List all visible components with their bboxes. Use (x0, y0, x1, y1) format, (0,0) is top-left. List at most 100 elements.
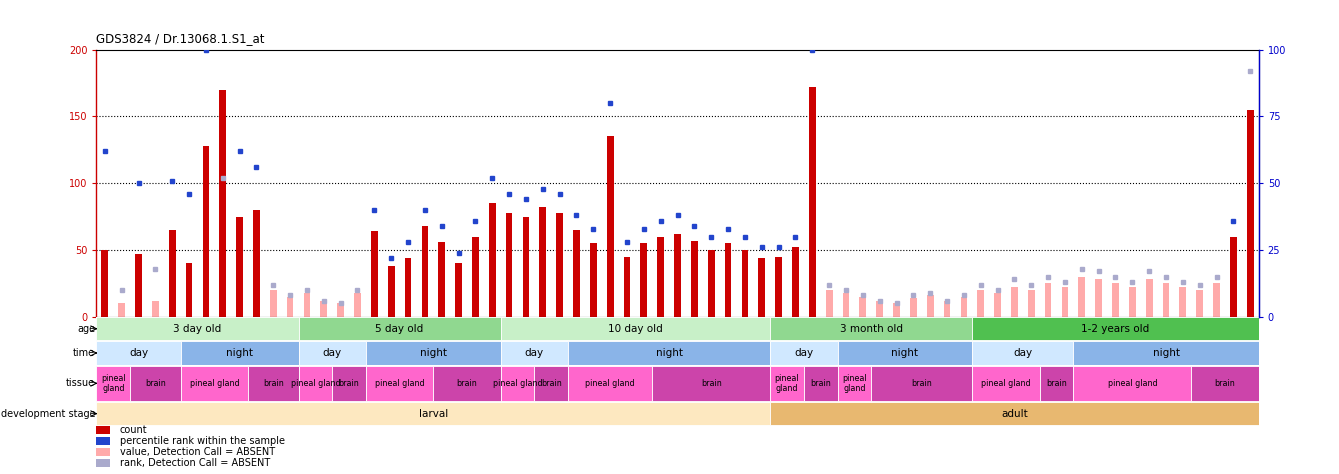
Bar (1039, 366, 1074, 401)
Bar (556, 212, 562, 317)
Bar (1162, 283, 1169, 317)
Text: pineal gland: pineal gland (291, 379, 340, 388)
Bar (927, 295, 933, 317)
Bar (775, 256, 782, 317)
Bar (501, 366, 534, 401)
Bar (972, 341, 1074, 365)
Bar (842, 292, 849, 317)
Bar (691, 241, 698, 317)
Bar (540, 207, 546, 317)
Bar (102, 250, 108, 317)
Bar (972, 366, 1039, 401)
Bar (1062, 287, 1069, 317)
Text: 5 day old: 5 day old (375, 324, 423, 334)
Text: larval: larval (419, 409, 449, 419)
Bar (876, 301, 882, 317)
Bar (1192, 366, 1259, 401)
Bar (911, 298, 917, 317)
Bar (793, 247, 799, 317)
Bar (236, 217, 242, 317)
Bar (299, 366, 332, 401)
Bar (568, 341, 770, 365)
Bar (96, 437, 110, 445)
Bar (809, 87, 815, 317)
Bar (96, 402, 770, 425)
Text: brain: brain (912, 379, 932, 388)
Text: GDS3824 / Dr.13068.1.S1_at: GDS3824 / Dr.13068.1.S1_at (96, 32, 265, 45)
Text: rank, Detection Call = ABSENT: rank, Detection Call = ABSENT (119, 458, 270, 468)
Text: percentile rank within the sample: percentile rank within the sample (119, 436, 285, 446)
Text: pineal gland: pineal gland (375, 379, 424, 388)
Bar (506, 212, 513, 317)
Bar (96, 448, 110, 456)
Bar (181, 341, 299, 365)
Bar (501, 341, 568, 365)
Bar (758, 258, 765, 317)
Text: brain: brain (339, 379, 359, 388)
Bar (1213, 283, 1220, 317)
Text: pineal gland: pineal gland (1107, 379, 1157, 388)
Bar (838, 366, 872, 401)
Text: 3 month old: 3 month old (840, 324, 902, 334)
Bar (568, 366, 652, 401)
Bar (590, 243, 597, 317)
Bar (742, 250, 749, 317)
Text: pineal gland: pineal gland (981, 379, 1031, 388)
Text: adult: adult (1002, 409, 1028, 419)
Bar (135, 254, 142, 317)
Bar (972, 317, 1259, 340)
Bar (1074, 341, 1259, 365)
Text: brain: brain (457, 379, 478, 388)
Text: day: day (525, 348, 544, 358)
Bar (624, 256, 631, 317)
Bar (501, 317, 770, 340)
Text: tissue: tissue (66, 378, 95, 388)
Bar (366, 366, 434, 401)
Bar (169, 230, 175, 317)
Bar (366, 341, 501, 365)
Bar (1180, 287, 1186, 317)
Text: night: night (892, 348, 919, 358)
Text: day: day (323, 348, 341, 358)
Bar (657, 237, 664, 317)
Text: brain: brain (700, 379, 722, 388)
Bar (770, 341, 838, 365)
Bar (253, 210, 260, 317)
Text: pineal
gland: pineal gland (775, 374, 799, 393)
Bar (130, 366, 181, 401)
Text: brain: brain (262, 379, 284, 388)
Bar (96, 366, 130, 401)
Bar (248, 366, 299, 401)
Bar (371, 231, 378, 317)
Bar (1028, 290, 1035, 317)
Bar (770, 402, 1259, 425)
Bar (1095, 279, 1102, 317)
Bar (96, 426, 110, 434)
Bar (724, 243, 731, 317)
Bar (770, 366, 803, 401)
Bar (388, 266, 395, 317)
Bar (353, 292, 362, 317)
Bar (770, 317, 972, 340)
Bar (299, 341, 366, 365)
Bar (944, 301, 951, 317)
Text: pineal gland: pineal gland (493, 379, 542, 388)
Bar (1074, 366, 1192, 401)
Bar (434, 366, 501, 401)
Text: 10 day old: 10 day old (608, 324, 663, 334)
Bar (1078, 276, 1085, 317)
Bar (1196, 290, 1202, 317)
Bar (299, 317, 501, 340)
Bar (860, 297, 866, 317)
Bar (202, 146, 209, 317)
Text: pineal gland: pineal gland (585, 379, 635, 388)
Bar (438, 242, 445, 317)
Bar (1011, 287, 1018, 317)
Text: time: time (74, 348, 95, 358)
Bar (96, 341, 181, 365)
Bar (1044, 283, 1051, 317)
Text: 3 day old: 3 day old (173, 324, 221, 334)
Bar (960, 297, 967, 317)
Bar (838, 341, 972, 365)
Bar (1113, 283, 1119, 317)
